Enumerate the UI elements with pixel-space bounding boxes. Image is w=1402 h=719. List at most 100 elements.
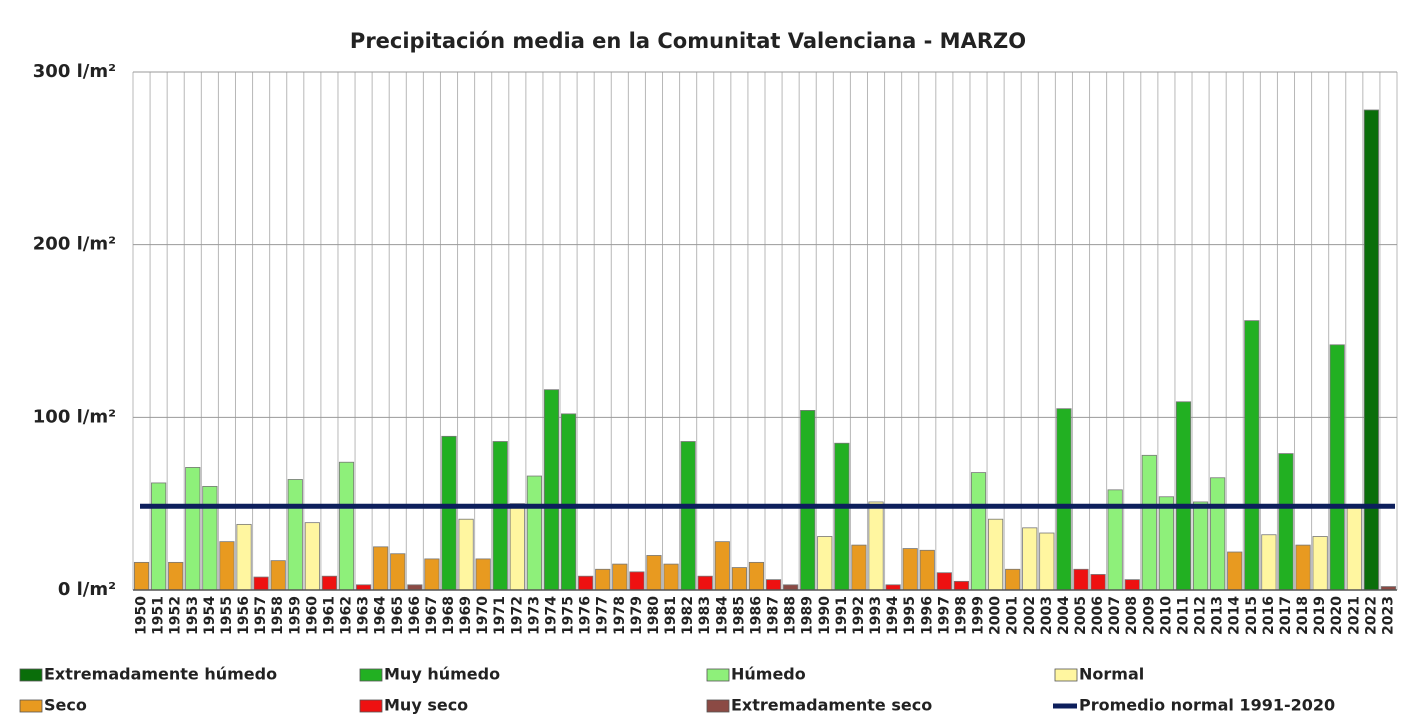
bar	[1039, 532, 1055, 591]
bar	[253, 576, 269, 591]
y-tick-label: 100 l/m²	[33, 406, 116, 427]
bar	[1346, 504, 1362, 591]
bar	[1141, 454, 1157, 591]
bar	[202, 485, 218, 591]
bar	[612, 563, 628, 591]
bar	[1056, 408, 1072, 591]
x-tick-label: 1972	[509, 596, 525, 635]
bar	[748, 561, 765, 591]
bar	[663, 563, 679, 591]
x-tick-label: 1951	[151, 596, 167, 635]
x-tick-label: 1990	[817, 596, 833, 635]
bar	[1175, 401, 1192, 591]
bar	[1192, 501, 1209, 591]
bar	[1158, 496, 1174, 591]
bar	[1227, 551, 1243, 591]
x-tick-label: 1971	[492, 596, 508, 635]
bar	[680, 441, 696, 591]
bar	[270, 560, 286, 591]
bar	[1022, 527, 1038, 591]
bar	[185, 467, 201, 591]
x-tick-label: 1960	[304, 596, 320, 635]
x-tick-label: 1964	[373, 596, 389, 635]
bar	[151, 482, 167, 591]
bar	[595, 568, 611, 591]
bar	[646, 555, 662, 591]
x-tick-label: 2015	[1244, 596, 1260, 635]
chart-title: Precipitación media en la Comunitat Vale…	[350, 29, 1026, 53]
x-tick-label: 2002	[1022, 596, 1038, 635]
x-tick-label: 2004	[1056, 596, 1072, 635]
bar	[475, 558, 491, 591]
x-tick-label: 2016	[1261, 596, 1277, 635]
x-tick-label: 2021	[1346, 596, 1362, 635]
x-tick-label: 1958	[270, 596, 286, 635]
bar	[970, 472, 987, 591]
legend-swatch	[1054, 668, 1078, 682]
x-tick-label: 1987	[766, 596, 782, 635]
x-tick-label: 1952	[168, 596, 184, 635]
x-tick-label: 1959	[287, 596, 303, 635]
bar	[1329, 344, 1345, 591]
bar	[338, 461, 355, 591]
legend-swatch	[19, 699, 43, 713]
x-tick-label: 2003	[1039, 596, 1055, 635]
y-tick-label: 0 l/m²	[58, 579, 116, 600]
x-tick-label: 1991	[834, 596, 850, 635]
bar	[492, 441, 508, 591]
x-tick-label: 2007	[1107, 596, 1123, 635]
bar	[133, 561, 150, 591]
bar	[902, 548, 918, 591]
legend-label: Normal	[1079, 665, 1144, 684]
x-tick-label: 1992	[851, 596, 867, 635]
bar	[1363, 109, 1379, 591]
x-tick-label: 1962	[339, 596, 355, 635]
x-tick-label: 1984	[714, 596, 730, 635]
x-tick-label: 1966	[407, 596, 423, 635]
bar	[219, 541, 235, 591]
x-tick-label: 1969	[458, 596, 474, 635]
bar	[543, 389, 560, 591]
x-tick-label: 2023	[1380, 596, 1396, 635]
bar	[458, 518, 474, 591]
bar	[868, 501, 884, 591]
x-tick-label: 2011	[1175, 596, 1191, 635]
bar	[1295, 544, 1311, 591]
x-tick-label: 2000	[988, 596, 1004, 635]
x-tick-label: 1995	[902, 596, 918, 635]
legend-label: Muy seco	[384, 696, 468, 715]
legend-label: Extremadamente húmedo	[44, 665, 277, 684]
x-tick-label: 2010	[1158, 596, 1174, 635]
x-tick-label: 1985	[731, 596, 747, 635]
x-tick-label: 1994	[885, 596, 901, 635]
x-tick-label: 1957	[253, 596, 269, 635]
bar	[783, 584, 799, 591]
x-tick-label: 1968	[441, 596, 457, 635]
x-tick-label: 2017	[1278, 596, 1294, 635]
x-tick-label: 1988	[783, 596, 799, 635]
x-tick-label: 1967	[424, 596, 440, 635]
bar	[424, 558, 440, 591]
x-tick-label: 1973	[526, 596, 542, 635]
legend-label: Promedio normal 1991-2020	[1079, 696, 1335, 715]
x-tick-label: 1998	[953, 596, 969, 635]
x-tick-label: 1974	[543, 596, 559, 635]
bar	[1124, 579, 1140, 591]
x-tick-label: 2019	[1312, 596, 1328, 635]
bar	[287, 479, 303, 591]
bar	[731, 567, 747, 591]
x-tick-label: 1993	[868, 596, 884, 635]
x-tick-label: 1980	[646, 596, 662, 635]
bar	[441, 435, 457, 591]
x-tick-label: 1955	[219, 596, 235, 635]
bar	[390, 553, 406, 591]
x-tick-label: 2022	[1363, 596, 1379, 635]
x-tick-label: 2006	[1090, 596, 1106, 635]
x-tick-label: 2014	[1227, 596, 1243, 635]
x-tick-label: 1965	[390, 596, 406, 635]
x-tick-label: 1961	[321, 596, 337, 635]
legend-label: Muy húmedo	[384, 665, 500, 684]
legend-swatch	[19, 668, 43, 682]
bar	[988, 518, 1004, 591]
